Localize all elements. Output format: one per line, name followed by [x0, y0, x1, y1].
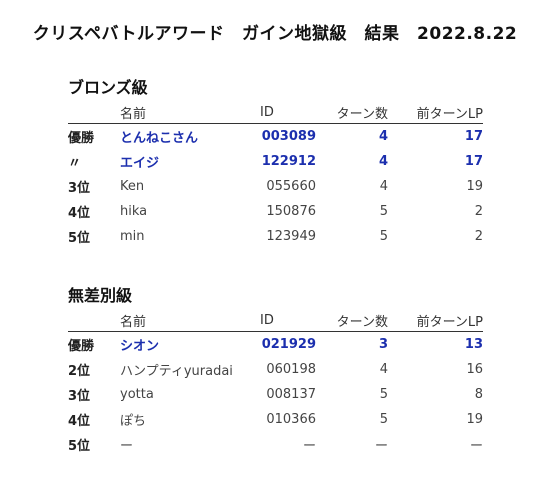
- table-row: 優勝 とんねこさん 003089 4 17: [68, 124, 483, 150]
- rank-cell: 〃: [68, 156, 82, 171]
- player-name-cell: yotta: [120, 387, 154, 402]
- table-row: 5位 ー ー ー ー: [68, 432, 483, 457]
- rank-cell: 3位: [68, 389, 91, 404]
- player-id-cell: 123949: [266, 229, 316, 244]
- lp-cell: 16: [466, 362, 483, 377]
- player-name-cell: ハンプティyuradai: [120, 364, 233, 379]
- player-id-cell: 003089: [261, 129, 316, 144]
- player-name-cell: シオン: [120, 339, 160, 354]
- turns-header: ターン数: [316, 101, 388, 124]
- table-row: 4位 ぽち 010366 5 19: [68, 407, 483, 432]
- player-id-cell: 060198: [266, 362, 316, 377]
- turn-count-cell: 4: [379, 362, 388, 377]
- lp-cell: 19: [466, 179, 483, 194]
- table-row: 〃 エイジ 122912 4 17: [68, 149, 483, 174]
- turn-count-cell: 5: [379, 229, 388, 244]
- table-row: 3位 Ken 055660 4 19: [68, 174, 483, 199]
- section-title: ブロンズ級: [68, 78, 148, 97]
- lp-cell: 19: [466, 412, 483, 427]
- table-header-row: 名前 ID ターン数 前ターンLP: [68, 309, 483, 332]
- player-name-cell: エイジ: [120, 156, 160, 171]
- table-row: 4位 hika 150876 5 2: [68, 199, 483, 224]
- player-name-cell: とんねこさん: [120, 131, 199, 146]
- lp-cell: ー: [469, 439, 483, 454]
- player-id-cell: 010366: [266, 412, 316, 427]
- table-row: 優勝 シオン 021929 3 13: [68, 332, 483, 358]
- player-id-cell: 150876: [266, 204, 316, 219]
- table-row: 2位 ハンプティyuradai 060198 4 16: [68, 357, 483, 382]
- turn-count-cell: 3: [378, 337, 388, 352]
- turn-count-cell: 4: [379, 179, 388, 194]
- player-name-cell: hika: [120, 204, 148, 219]
- lp-header: 前ターンLP: [388, 309, 483, 332]
- rank-cell: 優勝: [68, 339, 95, 354]
- table-row: 5位 min 123949 5 2: [68, 224, 483, 249]
- player-name-cell: ー: [120, 439, 134, 454]
- page-title: クリスペバトルアワード ガイン地獄級 結果 2022.8.22: [32, 24, 518, 44]
- lp-cell: 2: [474, 229, 483, 244]
- player-name-cell: ぽち: [120, 414, 147, 429]
- rank-header: [68, 101, 120, 124]
- lp-cell: 2: [474, 204, 483, 219]
- turn-count-cell: 4: [378, 154, 388, 169]
- player-id-cell: 122912: [261, 154, 316, 169]
- lp-cell: 8: [474, 387, 483, 402]
- turn-count-cell: 4: [378, 129, 388, 144]
- lp-cell: 17: [464, 129, 483, 144]
- player-id-cell: 021929: [261, 337, 316, 352]
- rank-cell: 優勝: [68, 131, 95, 146]
- turn-count-cell: 5: [379, 204, 388, 219]
- name-header: 名前: [120, 101, 260, 124]
- rank-cell: 5位: [68, 231, 91, 246]
- id-header: ID: [260, 101, 316, 124]
- player-id-cell: 008137: [266, 387, 316, 402]
- rank-cell: 3位: [68, 181, 91, 196]
- section-title: 無差別級: [68, 286, 133, 305]
- lp-cell: 17: [464, 154, 483, 169]
- results-table: 名前 ID ターン数 前ターンLP 優勝 とんねこさん 003089 4 17 〃 エイジ 1…: [68, 101, 483, 249]
- table-row: 3位 yotta 008137 5 8: [68, 382, 483, 407]
- turn-count-cell: ー: [374, 439, 388, 454]
- rank-cell: 5位: [68, 439, 91, 454]
- rank-cell: 4位: [68, 414, 91, 429]
- section-open: 無差別級 名前 ID ターン数 前ターンLP 優勝 シオン 021929 3 13 2位 ハ…: [68, 283, 483, 457]
- results-table: 名前 ID ターン数 前ターンLP 優勝 シオン 021929 3 13 2位 ハンプティy…: [68, 309, 483, 457]
- rank-cell: 4位: [68, 206, 91, 221]
- player-id-cell: 055660: [266, 179, 316, 194]
- name-header: 名前: [120, 309, 260, 332]
- lp-cell: 13: [464, 337, 483, 352]
- player-name-cell: Ken: [120, 179, 145, 194]
- id-header: ID: [260, 309, 316, 332]
- player-id-cell: ー: [302, 439, 316, 454]
- lp-header: 前ターンLP: [388, 101, 483, 124]
- player-name-cell: min: [120, 229, 145, 244]
- rank-cell: 2位: [68, 364, 91, 379]
- turn-count-cell: 5: [379, 412, 388, 427]
- rank-header: [68, 309, 120, 332]
- table-header-row: 名前 ID ターン数 前ターンLP: [68, 101, 483, 124]
- turns-header: ターン数: [316, 309, 388, 332]
- turn-count-cell: 5: [379, 387, 388, 402]
- section-bronze: ブロンズ級 名前 ID ターン数 前ターンLP 優勝 とんねこさん 003089 4 1…: [68, 75, 483, 249]
